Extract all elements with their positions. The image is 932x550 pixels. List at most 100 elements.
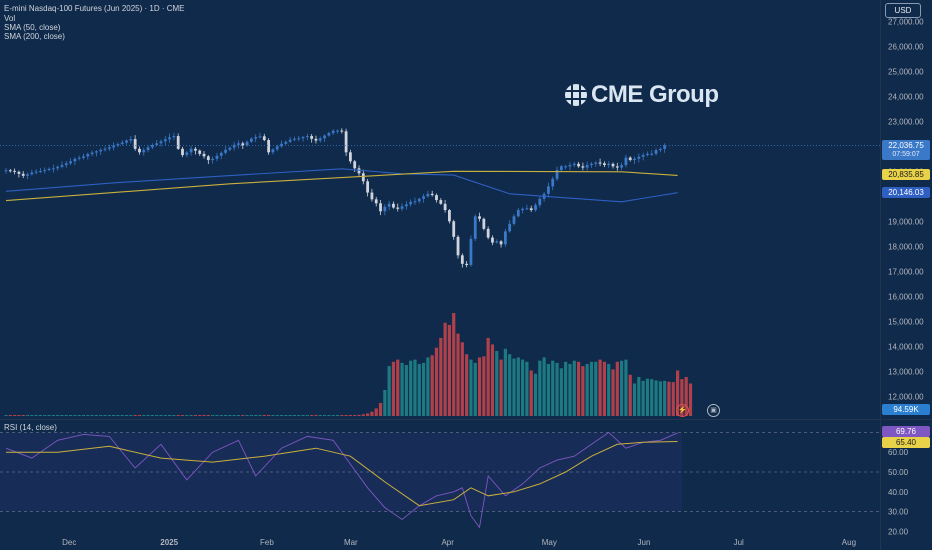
candle-up xyxy=(172,136,176,138)
volume-bar xyxy=(30,415,34,416)
candle-up xyxy=(34,171,38,173)
candle-up xyxy=(607,163,611,166)
candle-down xyxy=(491,237,494,243)
candle-down xyxy=(366,181,370,193)
price-tick-label: 24,000.00 xyxy=(888,92,924,101)
volume-bar xyxy=(460,342,464,416)
candle-down xyxy=(486,228,490,238)
candle-down xyxy=(370,192,374,200)
currency-button[interactable]: USD xyxy=(885,3,921,18)
volume-bar xyxy=(680,379,684,416)
volume-bar xyxy=(383,389,387,416)
volume-bar xyxy=(607,363,611,416)
candle-down xyxy=(499,241,503,245)
candle-up xyxy=(658,148,662,151)
rsi-ma-tag: 65.40 xyxy=(882,437,930,448)
volume-bar xyxy=(77,415,81,416)
candle-up xyxy=(521,208,524,211)
volume-bar xyxy=(421,362,426,416)
candle-down xyxy=(202,153,206,157)
candle-up xyxy=(280,143,283,147)
sma200-legend[interactable]: SMA (200, close) xyxy=(4,32,65,41)
candle-down xyxy=(357,168,361,174)
volume-bar xyxy=(236,415,241,416)
volume-bar xyxy=(503,348,507,416)
candle-up xyxy=(150,145,154,148)
candle-up xyxy=(301,137,305,139)
price-tick-label: 17,000.00 xyxy=(888,267,924,276)
candle-down xyxy=(198,150,202,154)
lightning-icon[interactable]: ⚡ xyxy=(676,404,689,417)
candle-down xyxy=(615,166,619,168)
volume-bar xyxy=(594,361,598,416)
volume-bar xyxy=(452,313,456,416)
volume-bar xyxy=(671,382,675,416)
volume-bar xyxy=(576,361,581,416)
candle-up xyxy=(646,153,649,156)
rsi-pane xyxy=(5,431,678,529)
volume-bar xyxy=(465,354,469,416)
rsi-legend[interactable]: RSI (14, close) xyxy=(4,423,57,432)
candle-up xyxy=(125,140,128,143)
price-tick-label: 19,000.00 xyxy=(888,217,924,226)
volume-bar xyxy=(529,370,533,416)
candle-up xyxy=(323,135,326,139)
volume-bar xyxy=(357,414,361,416)
volume-bar xyxy=(301,415,305,416)
volume-bar xyxy=(512,358,516,416)
volume-bar xyxy=(353,415,357,416)
candle-down xyxy=(361,173,365,182)
candle-down xyxy=(452,221,456,237)
candle-up xyxy=(331,130,335,134)
volume-bar xyxy=(361,414,365,416)
candle-up xyxy=(120,142,124,145)
volume-bar xyxy=(81,415,86,416)
candle-up xyxy=(585,165,589,168)
candle-down xyxy=(344,131,348,153)
candle-down xyxy=(443,203,447,211)
candle-up xyxy=(146,147,150,151)
candle-up xyxy=(594,162,598,164)
candle-up xyxy=(387,203,391,207)
candle-up xyxy=(422,196,425,199)
volume-legend[interactable]: Vol xyxy=(4,14,16,23)
volume-bar xyxy=(271,415,275,416)
candle-up xyxy=(185,152,189,156)
volume-bar xyxy=(38,415,43,416)
candle-up xyxy=(271,149,275,153)
volume-bar xyxy=(202,415,206,416)
globe-icon xyxy=(565,84,587,106)
candle-up xyxy=(404,204,408,207)
last-price-tag: 22,036.75 xyxy=(882,140,930,151)
candle-up xyxy=(426,193,430,197)
candle-down xyxy=(598,162,602,164)
volume-bar xyxy=(447,324,452,416)
candle-down xyxy=(241,143,245,146)
volume-bar xyxy=(215,415,219,416)
candle-down xyxy=(262,136,266,141)
candle-up xyxy=(417,198,421,202)
sma50-legend[interactable]: SMA (50, close) xyxy=(4,23,61,32)
candle-down xyxy=(138,148,141,153)
volume-bar xyxy=(314,415,318,416)
candle-up xyxy=(228,147,232,150)
candle-down xyxy=(176,136,180,149)
candle-down xyxy=(194,148,197,151)
volume-bar xyxy=(150,415,154,416)
volume-bar xyxy=(486,337,490,416)
price-tick-label: 12,000.00 xyxy=(888,392,924,401)
volume-bar xyxy=(521,359,525,416)
cme-group-logo: CME Group xyxy=(565,81,719,108)
candle-up xyxy=(99,149,103,152)
volume-bar xyxy=(542,357,546,416)
symbol-title[interactable]: E-mini Nasdaq-100 Futures (Jun 2025) · 1… xyxy=(4,4,185,13)
volume-bar xyxy=(322,415,327,416)
candle-up xyxy=(254,137,258,139)
candle-up xyxy=(168,137,171,140)
volume-bar xyxy=(279,415,284,416)
calendar-icon[interactable]: ▣ xyxy=(707,404,720,417)
volume-bar xyxy=(249,415,253,416)
volume-bars xyxy=(4,313,693,416)
